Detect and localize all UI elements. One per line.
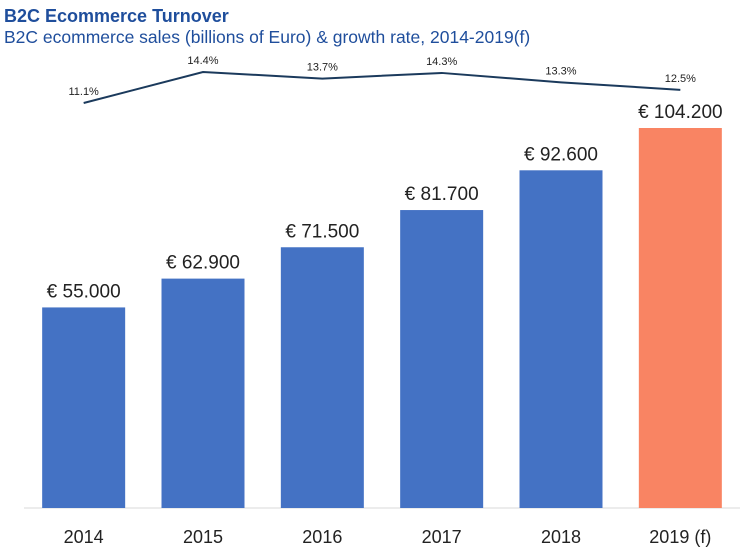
x-tick-label: 2016	[302, 527, 342, 547]
growth-rate-line	[83, 70, 681, 104]
bar-value-label: € 104.200	[638, 102, 723, 123]
bar-2017	[400, 210, 484, 508]
bar-2015	[161, 278, 245, 508]
bar-value-label: € 71.500	[285, 221, 359, 242]
x-tick-label: 2018	[541, 527, 581, 547]
growth-rate-label: 11.1%	[68, 86, 99, 98]
chart-subtitle: B2C ecommerce sales (billions of Euro) &…	[4, 27, 531, 47]
bar-2018	[519, 170, 603, 508]
growth-rate-label: 13.3%	[545, 65, 576, 77]
bar-value-label: € 55.000	[47, 281, 121, 302]
bar-value-label: € 62.900	[166, 253, 240, 274]
x-tick-label: 2017	[422, 527, 462, 547]
bar-value-label: € 92.600	[524, 144, 598, 165]
bar-2014	[42, 307, 126, 508]
growth-rate-label: 14.3%	[426, 56, 457, 68]
chart-title: B2C Ecommerce Turnover	[4, 6, 229, 26]
bar-value-label: € 81.700	[405, 184, 479, 205]
bar-2016	[280, 247, 364, 508]
growth-rate-label: 12.5%	[665, 73, 696, 85]
growth-rate-label: 14.4%	[187, 55, 218, 67]
x-tick-label: 2014	[64, 527, 104, 547]
x-tick-label: 2015	[183, 527, 223, 547]
growth-rate-label: 13.7%	[307, 62, 338, 74]
x-tick-label: 2019 (f)	[649, 527, 711, 547]
bar-2019f	[638, 128, 722, 508]
